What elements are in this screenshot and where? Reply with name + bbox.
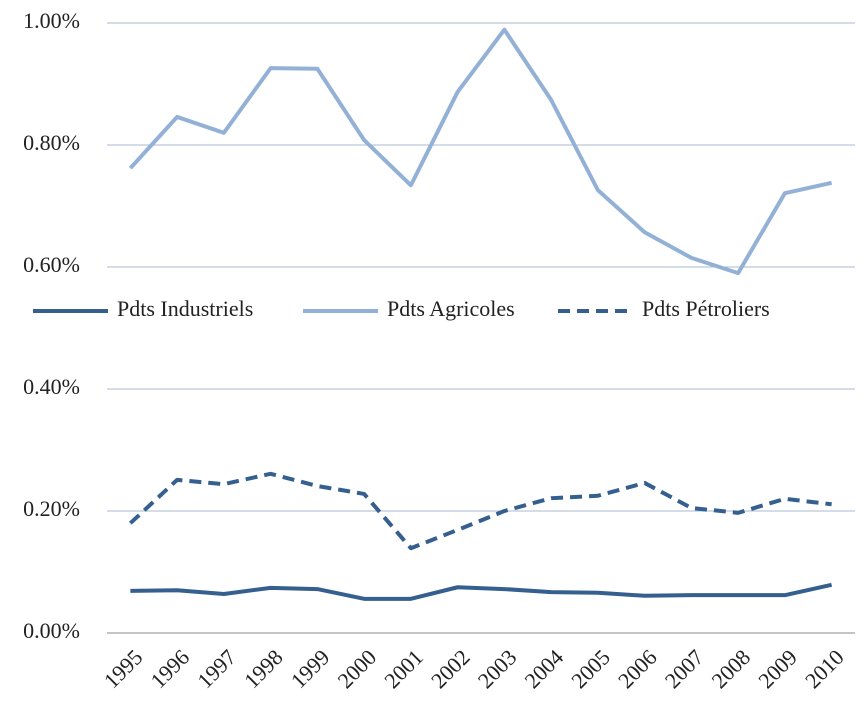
x-tick-label: 2009 bbox=[753, 644, 802, 693]
x-tick-label: 1997 bbox=[192, 644, 241, 693]
y-tick-label: 0.80% bbox=[23, 130, 80, 155]
x-tick-label: 2006 bbox=[613, 644, 662, 693]
y-tick-label: 1.00% bbox=[23, 8, 80, 33]
legend-label: Pdts Pétroliers bbox=[642, 296, 770, 321]
x-tick-label: 2008 bbox=[706, 644, 755, 693]
y-tick-label: 0.40% bbox=[23, 374, 80, 399]
y-tick-label: 0.20% bbox=[23, 496, 80, 521]
legend-item: Pdts Industriels bbox=[33, 296, 253, 321]
x-tick-label: 2002 bbox=[426, 644, 475, 693]
x-tick-label: 2010 bbox=[800, 644, 849, 693]
x-tick-label: 2007 bbox=[660, 644, 709, 693]
x-tick-label: 1998 bbox=[239, 644, 288, 693]
legend-label: Pdts Industriels bbox=[117, 296, 253, 321]
y-tick-label: 0.00% bbox=[23, 618, 80, 643]
x-tick-label: 1995 bbox=[99, 644, 148, 693]
data-line bbox=[130, 582, 833, 601]
data-line bbox=[128, 27, 833, 276]
x-tick-label: 2001 bbox=[379, 644, 428, 693]
x-tick-label: 2003 bbox=[473, 644, 522, 693]
x-tick-label: 1999 bbox=[286, 644, 335, 693]
x-tick-label: 1996 bbox=[145, 644, 194, 693]
y-tick-label: 0.60% bbox=[23, 252, 80, 277]
data-line bbox=[129, 471, 832, 551]
x-tick-label: 2004 bbox=[519, 644, 568, 693]
legend-item: Pdts Pétroliers bbox=[558, 296, 770, 321]
legend-label: Pdts Agricoles bbox=[387, 296, 515, 321]
x-tick-label: 2000 bbox=[332, 644, 381, 693]
legend-item: Pdts Agricoles bbox=[303, 296, 515, 321]
x-tick-label: 2005 bbox=[566, 644, 615, 693]
